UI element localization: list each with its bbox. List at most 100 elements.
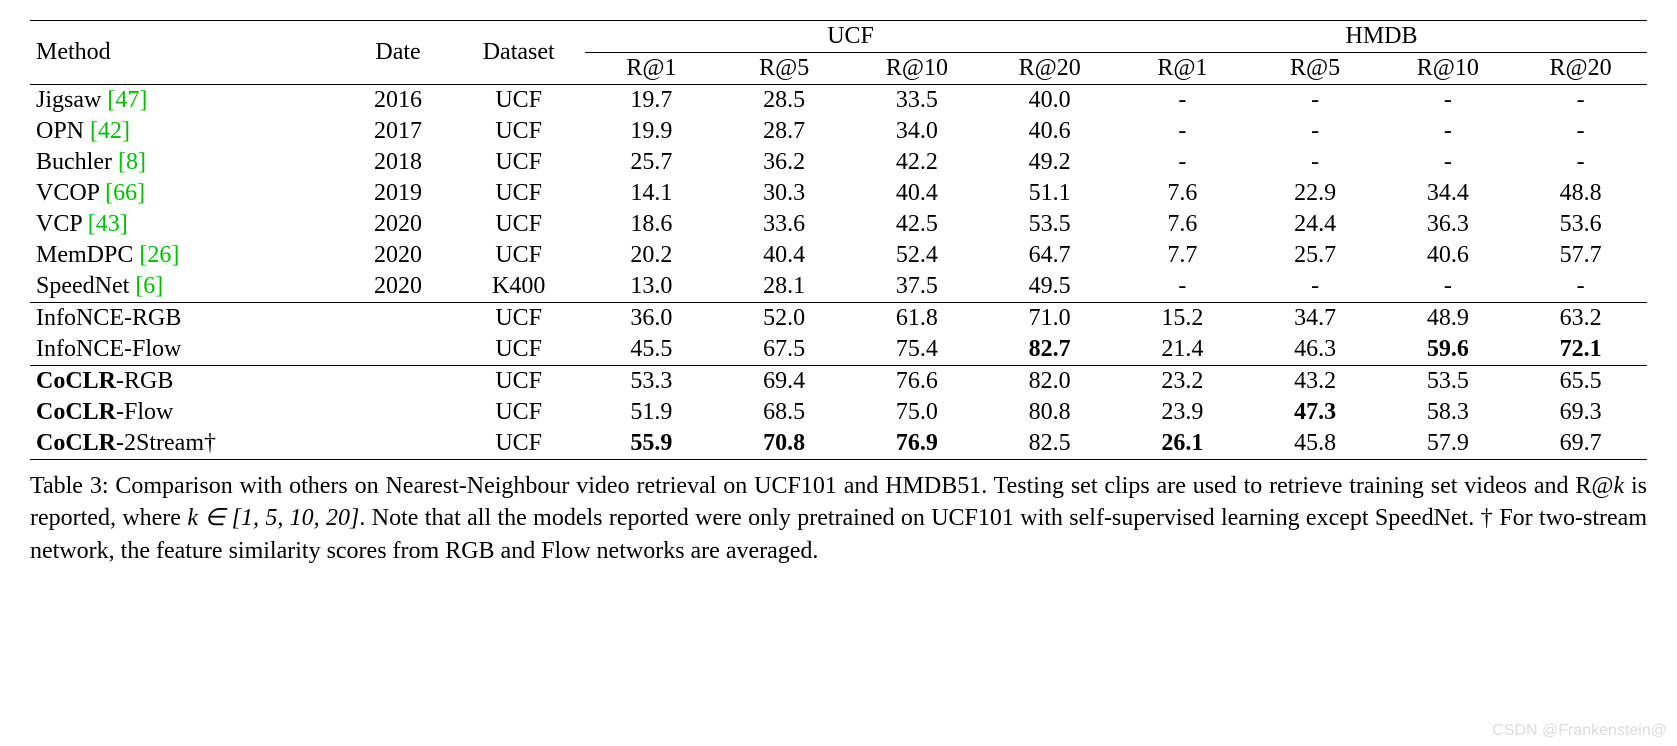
table-body: Jigsaw [47]2016UCF19.728.533.540.0----OP…	[30, 85, 1647, 460]
date-cell: 2020	[344, 271, 453, 303]
value-cell: -	[1381, 85, 1514, 117]
method-bold-prefix: CoCLR	[36, 368, 116, 394]
value-cell: 28.1	[718, 271, 851, 303]
value-cell: 37.5	[851, 271, 984, 303]
value-cell: 71.0	[983, 303, 1116, 335]
value-cell: 64.7	[983, 240, 1116, 271]
citation-link[interactable]: [47]	[107, 87, 147, 113]
value-cell: 68.5	[718, 397, 851, 428]
value-cell: 43.2	[1249, 366, 1382, 398]
value-cell: 65.5	[1514, 366, 1647, 398]
value-cell: 45.5	[585, 334, 718, 366]
value-cell: 40.0	[983, 85, 1116, 117]
value-cell: 82.5	[983, 428, 1116, 460]
method-cell: InfoNCE-Flow	[30, 334, 344, 366]
value-cell: 36.3	[1381, 209, 1514, 240]
value-cell: -	[1381, 271, 1514, 303]
method-cell: OPN [42]	[30, 116, 344, 147]
method-text: Buchler	[36, 149, 118, 175]
value-cell: -	[1514, 147, 1647, 178]
value-cell: 7.6	[1116, 209, 1249, 240]
citation-link[interactable]: [42]	[90, 118, 130, 144]
table-row: InfoNCE-RGBUCF36.052.061.871.015.234.748…	[30, 303, 1647, 335]
value-cell: -	[1249, 116, 1382, 147]
value-cell: 18.6	[585, 209, 718, 240]
table-row: Jigsaw [47]2016UCF19.728.533.540.0----	[30, 85, 1647, 117]
col-hmdb-r20: R@20	[1514, 53, 1647, 85]
value-cell: 53.5	[1381, 366, 1514, 398]
value-cell: 51.9	[585, 397, 718, 428]
value-cell: -	[1116, 271, 1249, 303]
method-text: InfoNCE-Flow	[36, 336, 181, 362]
caption-math: k ∈ [1, 5, 10, 20]	[187, 505, 359, 531]
value-cell: 23.9	[1116, 397, 1249, 428]
table-row: VCOP [66]2019UCF14.130.340.451.17.622.93…	[30, 178, 1647, 209]
value-cell: 76.6	[851, 366, 984, 398]
value-cell: 75.0	[851, 397, 984, 428]
citation-link[interactable]: [6]	[135, 273, 163, 299]
value-cell: 75.4	[851, 334, 984, 366]
date-cell	[344, 428, 453, 460]
dataset-cell: UCF	[452, 178, 585, 209]
value-cell: 57.7	[1514, 240, 1647, 271]
value-cell: 40.6	[983, 116, 1116, 147]
dataset-cell: UCF	[452, 209, 585, 240]
value-cell: 52.4	[851, 240, 984, 271]
value-cell: 30.3	[718, 178, 851, 209]
value-cell: 80.8	[983, 397, 1116, 428]
date-cell	[344, 334, 453, 366]
dataset-cell: UCF	[452, 85, 585, 117]
method-text: InfoNCE-RGB	[36, 305, 181, 331]
citation-link[interactable]: [26]	[139, 242, 179, 268]
dataset-cell: UCF	[452, 147, 585, 178]
date-cell: 2019	[344, 178, 453, 209]
date-cell: 2018	[344, 147, 453, 178]
method-cell: CoCLR-Flow	[30, 397, 344, 428]
value-cell: 21.4	[1116, 334, 1249, 366]
value-cell: 55.9	[585, 428, 718, 460]
method-cell: CoCLR-RGB	[30, 366, 344, 398]
table-row: InfoNCE-FlowUCF45.567.575.482.721.446.35…	[30, 334, 1647, 366]
dataset-cell: UCF	[452, 303, 585, 335]
col-hmdb-r5: R@5	[1249, 53, 1382, 85]
citation-link[interactable]: [66]	[105, 180, 145, 206]
col-ucf-r5: R@5	[718, 53, 851, 85]
method-text: VCOP	[36, 180, 105, 206]
value-cell: 49.5	[983, 271, 1116, 303]
table-row: CoCLR-2Stream†UCF55.970.876.982.526.145.…	[30, 428, 1647, 460]
value-cell: 61.8	[851, 303, 984, 335]
value-cell: 70.8	[718, 428, 851, 460]
value-cell: -	[1249, 147, 1382, 178]
table-row: OPN [42]2017UCF19.928.734.040.6----	[30, 116, 1647, 147]
method-cell: VCP [43]	[30, 209, 344, 240]
value-cell: 14.1	[585, 178, 718, 209]
value-cell: 76.9	[851, 428, 984, 460]
col-method: Method	[30, 21, 344, 85]
table-head: Method Date Dataset UCF HMDB R@1 R@5 R@1…	[30, 21, 1647, 85]
value-cell: 19.9	[585, 116, 718, 147]
value-cell: 36.2	[718, 147, 851, 178]
dataset-cell: UCF	[452, 240, 585, 271]
value-cell: 42.5	[851, 209, 984, 240]
dataset-cell: UCF	[452, 397, 585, 428]
col-hmdb-r1: R@1	[1116, 53, 1249, 85]
value-cell: 45.8	[1249, 428, 1382, 460]
col-group-hmdb: HMDB	[1116, 21, 1647, 53]
citation-link[interactable]: [43]	[88, 211, 128, 237]
value-cell: 23.2	[1116, 366, 1249, 398]
method-cell: CoCLR-2Stream†	[30, 428, 344, 460]
value-cell: -	[1116, 116, 1249, 147]
value-cell: 42.2	[851, 147, 984, 178]
table-row: SpeedNet [6]2020K40013.028.137.549.5----	[30, 271, 1647, 303]
citation-link[interactable]: [8]	[118, 149, 146, 175]
method-text: Jigsaw	[36, 87, 107, 113]
dataset-cell: UCF	[452, 428, 585, 460]
col-dataset: Dataset	[452, 21, 585, 85]
value-cell: 33.5	[851, 85, 984, 117]
value-cell: 40.4	[851, 178, 984, 209]
date-cell: 2017	[344, 116, 453, 147]
value-cell: 82.0	[983, 366, 1116, 398]
col-ucf-r10: R@10	[851, 53, 984, 85]
table-row: Buchler [8]2018UCF25.736.242.249.2----	[30, 147, 1647, 178]
watermark: CSDN @Frankenstein@	[1492, 722, 1667, 740]
